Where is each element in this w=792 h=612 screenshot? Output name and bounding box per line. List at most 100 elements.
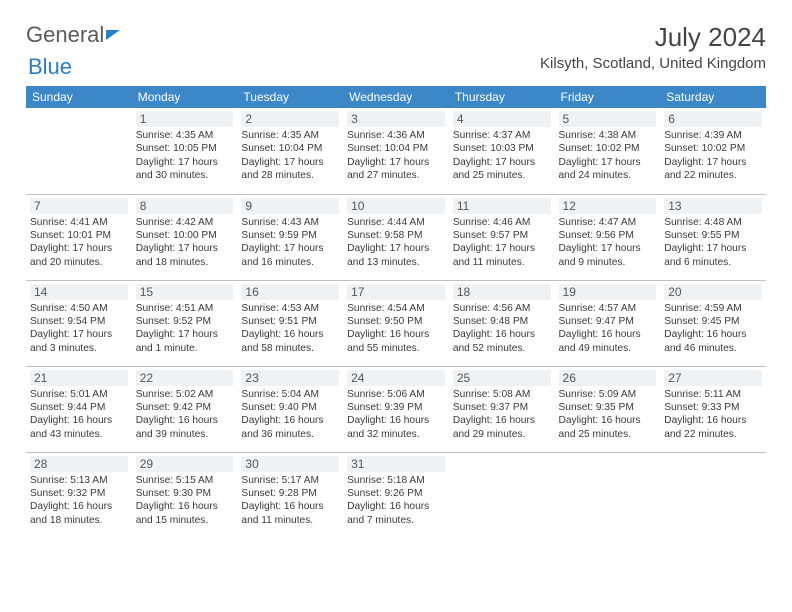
day-info: Sunrise: 4:44 AMSunset: 9:58 PMDaylight:… xyxy=(347,216,445,270)
day-info: Sunrise: 4:36 AMSunset: 10:04 PMDaylight… xyxy=(347,129,445,183)
day-number: 17 xyxy=(347,284,445,300)
day-info: Sunrise: 5:13 AMSunset: 9:32 PMDaylight:… xyxy=(30,474,128,528)
weekday-header: Tuesday xyxy=(237,86,343,108)
logo-part1: General xyxy=(26,22,104,48)
day-info: Sunrise: 5:08 AMSunset: 9:37 PMDaylight:… xyxy=(453,388,551,442)
day-number: 15 xyxy=(136,284,234,300)
weekday-header: Friday xyxy=(555,86,661,108)
day-info: Sunrise: 4:57 AMSunset: 9:47 PMDaylight:… xyxy=(559,302,657,356)
day-info: Sunrise: 4:47 AMSunset: 9:56 PMDaylight:… xyxy=(559,216,657,270)
day-info: Sunrise: 5:01 AMSunset: 9:44 PMDaylight:… xyxy=(30,388,128,442)
day-info: Sunrise: 5:15 AMSunset: 9:30 PMDaylight:… xyxy=(136,474,234,528)
day-info: Sunrise: 5:02 AMSunset: 9:42 PMDaylight:… xyxy=(136,388,234,442)
day-number: 11 xyxy=(453,198,551,214)
day-info: Sunrise: 4:38 AMSunset: 10:02 PMDaylight… xyxy=(559,129,657,183)
day-info: Sunrise: 5:04 AMSunset: 9:40 PMDaylight:… xyxy=(241,388,339,442)
day-info: Sunrise: 4:54 AMSunset: 9:50 PMDaylight:… xyxy=(347,302,445,356)
calendar-row: 14 Sunrise: 4:50 AMSunset: 9:54 PMDayligh… xyxy=(26,280,766,366)
day-number: 4 xyxy=(453,111,551,127)
day-number: 16 xyxy=(241,284,339,300)
day-number: 22 xyxy=(136,370,234,386)
calendar-cell: 2 Sunrise: 4:35 AMSunset: 10:04 PMDayligh… xyxy=(237,108,343,194)
calendar-cell: 26 Sunrise: 5:09 AMSunset: 9:35 PMDayligh… xyxy=(555,366,661,452)
day-info: Sunrise: 4:56 AMSunset: 9:48 PMDaylight:… xyxy=(453,302,551,356)
calendar-cell: 17 Sunrise: 4:54 AMSunset: 9:50 PMDayligh… xyxy=(343,280,449,366)
calendar-cell: 7 Sunrise: 4:41 AMSunset: 10:01 PMDayligh… xyxy=(26,194,132,280)
day-info: Sunrise: 5:09 AMSunset: 9:35 PMDaylight:… xyxy=(559,388,657,442)
calendar-cell: 30 Sunrise: 5:17 AMSunset: 9:28 PMDayligh… xyxy=(237,452,343,538)
day-info: Sunrise: 4:41 AMSunset: 10:01 PMDaylight… xyxy=(30,216,128,270)
day-number: 31 xyxy=(347,456,445,472)
calendar-cell: 10 Sunrise: 4:44 AMSunset: 9:58 PMDayligh… xyxy=(343,194,449,280)
day-info: Sunrise: 4:43 AMSunset: 9:59 PMDaylight:… xyxy=(241,216,339,270)
weekday-header: Thursday xyxy=(449,86,555,108)
weekday-header: Wednesday xyxy=(343,86,449,108)
day-info: Sunrise: 5:06 AMSunset: 9:39 PMDaylight:… xyxy=(347,388,445,442)
day-number: 29 xyxy=(136,456,234,472)
calendar-cell: 27 Sunrise: 5:11 AMSunset: 9:33 PMDayligh… xyxy=(660,366,766,452)
calendar-head: SundayMondayTuesdayWednesdayThursdayFrid… xyxy=(26,86,766,108)
calendar-cell: 12 Sunrise: 4:47 AMSunset: 9:56 PMDayligh… xyxy=(555,194,661,280)
day-number: 10 xyxy=(347,198,445,214)
day-number: 8 xyxy=(136,198,234,214)
day-number: 2 xyxy=(241,111,339,127)
weekday-header: Sunday xyxy=(26,86,132,108)
day-info: Sunrise: 5:17 AMSunset: 9:28 PMDaylight:… xyxy=(241,474,339,528)
calendar-cell: 16Sunrise: 4:53 AMSunset: 9:51 PMDayligh… xyxy=(237,280,343,366)
day-number: 25 xyxy=(453,370,551,386)
calendar-cell: 29 Sunrise: 5:15 AMSunset: 9:30 PMDayligh… xyxy=(132,452,238,538)
calendar-row: 1 Sunrise: 4:35 AMSunset: 10:05 PMDayligh… xyxy=(26,108,766,194)
calendar-cell: 1 Sunrise: 4:35 AMSunset: 10:05 PMDayligh… xyxy=(132,108,238,194)
calendar-cell: 8Sunrise: 4:42 AMSunset: 10:00 PMDayligh… xyxy=(132,194,238,280)
calendar-cell: 14 Sunrise: 4:50 AMSunset: 9:54 PMDayligh… xyxy=(26,280,132,366)
calendar-cell: 25 Sunrise: 5:08 AMSunset: 9:37 PMDayligh… xyxy=(449,366,555,452)
month-year: July 2024 xyxy=(540,22,766,53)
calendar-cell: 9 Sunrise: 4:43 AMSunset: 9:59 PMDaylight… xyxy=(237,194,343,280)
day-info: Sunrise: 4:50 AMSunset: 9:54 PMDaylight:… xyxy=(30,302,128,356)
day-number: 27 xyxy=(664,370,762,386)
calendar-cell: 19 Sunrise: 4:57 AMSunset: 9:47 PMDayligh… xyxy=(555,280,661,366)
calendar-row: 28 Sunrise: 5:13 AMSunset: 9:32 PMDayligh… xyxy=(26,452,766,538)
calendar-cell: 20Sunrise: 4:59 AMSunset: 9:45 PMDayligh… xyxy=(660,280,766,366)
calendar-cell xyxy=(26,108,132,194)
day-number: 3 xyxy=(347,111,445,127)
day-number: 21 xyxy=(30,370,128,386)
day-number: 7 xyxy=(30,198,128,214)
day-number: 5 xyxy=(559,111,657,127)
calendar-cell: 11 Sunrise: 4:46 AMSunset: 9:57 PMDayligh… xyxy=(449,194,555,280)
calendar-cell: 6 Sunrise: 4:39 AMSunset: 10:02 PMDayligh… xyxy=(660,108,766,194)
calendar-row: 7 Sunrise: 4:41 AMSunset: 10:01 PMDayligh… xyxy=(26,194,766,280)
calendar-cell xyxy=(449,452,555,538)
weekday-header: Monday xyxy=(132,86,238,108)
day-number: 26 xyxy=(559,370,657,386)
day-number: 23 xyxy=(241,370,339,386)
day-number: 30 xyxy=(241,456,339,472)
day-info: Sunrise: 4:35 AMSunset: 10:04 PMDaylight… xyxy=(241,129,339,183)
calendar-cell: 21 Sunrise: 5:01 AMSunset: 9:44 PMDayligh… xyxy=(26,366,132,452)
day-number: 18 xyxy=(453,284,551,300)
day-number: 9 xyxy=(241,198,339,214)
day-number: 28 xyxy=(30,456,128,472)
day-number: 14 xyxy=(30,284,128,300)
day-number: 19 xyxy=(559,284,657,300)
day-number: 1 xyxy=(136,111,234,127)
calendar-cell: 28 Sunrise: 5:13 AMSunset: 9:32 PMDayligh… xyxy=(26,452,132,538)
calendar-row: 21 Sunrise: 5:01 AMSunset: 9:44 PMDayligh… xyxy=(26,366,766,452)
calendar-table: SundayMondayTuesdayWednesdayThursdayFrid… xyxy=(26,86,766,538)
location: Kilsyth, Scotland, United Kingdom xyxy=(540,55,766,72)
day-info: Sunrise: 4:37 AMSunset: 10:03 PMDaylight… xyxy=(453,129,551,183)
calendar-cell: 31Sunrise: 5:18 AMSunset: 9:26 PMDayligh… xyxy=(343,452,449,538)
calendar-cell: 23 Sunrise: 5:04 AMSunset: 9:40 PMDayligh… xyxy=(237,366,343,452)
weekday-header: Saturday xyxy=(660,86,766,108)
day-info: Sunrise: 4:35 AMSunset: 10:05 PMDaylight… xyxy=(136,129,234,183)
day-info: Sunrise: 4:46 AMSunset: 9:57 PMDaylight:… xyxy=(453,216,551,270)
day-info: Sunrise: 5:11 AMSunset: 9:33 PMDaylight:… xyxy=(664,388,762,442)
day-info: Sunrise: 4:39 AMSunset: 10:02 PMDaylight… xyxy=(664,129,762,183)
day-number: 24 xyxy=(347,370,445,386)
calendar-cell: 18 Sunrise: 4:56 AMSunset: 9:48 PMDayligh… xyxy=(449,280,555,366)
day-number: 12 xyxy=(559,198,657,214)
day-number: 13 xyxy=(664,198,762,214)
logo: General xyxy=(26,22,120,48)
day-number: 6 xyxy=(664,111,762,127)
calendar-cell xyxy=(660,452,766,538)
